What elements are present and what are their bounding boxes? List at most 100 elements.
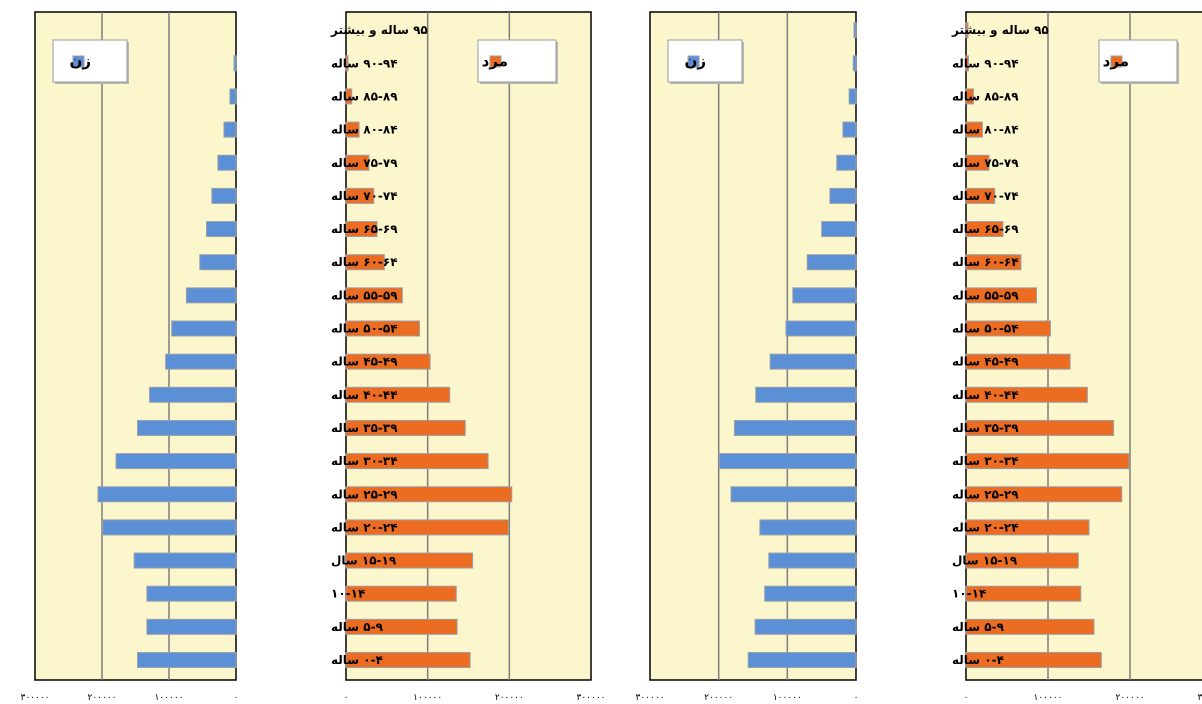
bar-female [165, 353, 237, 370]
age-group-label: ۸۰-۸۴ ساله [331, 123, 398, 137]
plot-area-female [649, 11, 857, 681]
bar-female [769, 353, 857, 370]
tick-label-female: ۲۰۰۰۰۰ [704, 693, 733, 703]
tick-label-male: ۰ [964, 693, 969, 703]
age-group-label: ۹۰-۹۴ ساله [331, 56, 398, 70]
bar-female [764, 585, 857, 602]
tick-label-female: ۰ [234, 693, 239, 703]
tick-label-female: ۳۰۰۰۰۰ [635, 693, 664, 703]
bar-female [848, 88, 857, 105]
age-group-label: ۲۵-۲۹ ساله [952, 487, 1019, 501]
bar-male [345, 652, 471, 668]
age-group-label: ۷۵-۷۹ ساله [331, 156, 398, 170]
bar-female [733, 419, 857, 436]
bar-female [852, 55, 857, 72]
bar-female [137, 419, 237, 436]
bar-female [759, 519, 857, 536]
legend-label-female: زن [70, 52, 91, 70]
bar-male [345, 486, 513, 503]
bar-male [965, 386, 1088, 403]
age-group-label: ۵۰-۵۴ ساله [952, 322, 1019, 336]
bar-female [185, 287, 237, 304]
bar-male [345, 320, 420, 337]
age-group-label: ۵۵-۵۹ ساله [952, 288, 1019, 302]
age-group-label: ۲۰-۲۴ ساله [952, 520, 1019, 534]
age-group-label: ۲۰-۲۴ ساله [331, 520, 398, 534]
age-group-label: ۷۵-۷۹ ساله [952, 156, 1019, 170]
bar-male [345, 419, 466, 436]
age-group-label: ۷۰-۷۴ ساله [331, 189, 398, 203]
age-group-label: ۲۵-۲۹ ساله [331, 487, 398, 501]
tick-label-male: ۱۰۰۰۰۰ [1033, 693, 1062, 703]
bar-female [747, 652, 857, 668]
age-group-label: ۴۵-۴۹ ساله [952, 355, 1019, 369]
bar-female [754, 618, 857, 635]
bar-female [223, 121, 237, 138]
bar-male [965, 652, 1102, 668]
tick-label-male: ۳۰۰۰۰۰ [1197, 693, 1202, 703]
bar-female [97, 486, 237, 503]
legend-swatch-male [1110, 55, 1123, 68]
bar-female [785, 320, 857, 337]
bar-male [965, 55, 969, 72]
bar-male [345, 585, 457, 602]
legend-label-male: مرد [1103, 52, 1129, 70]
bar-male [965, 419, 1115, 436]
age-group-label: ۵۰-۵۴ ساله [331, 322, 398, 336]
pyramid-chart-2: ۰-۴ ساله ۵-۹ ساله ۱۰-۱۴ ۱۵-۱۹ سال ۲۰-۲۴ ساله… [635, 11, 1202, 703]
age-group-label: ۳۰-۳۴ ساله [952, 454, 1019, 468]
bar-male [965, 154, 990, 171]
age-group-label: ۴۰-۴۴ ساله [331, 388, 398, 402]
legend-label-female: زن [685, 52, 706, 70]
bar-female [217, 154, 237, 171]
bar-male [965, 88, 974, 105]
legend-swatch-female [687, 55, 700, 68]
bar-female [115, 453, 237, 470]
bar-male [345, 618, 458, 635]
age-group-label: ۹۵ ساله و بیشتر [951, 23, 1049, 38]
bar-female [146, 618, 237, 635]
tick-label-male: ۲۰۰۰۰۰ [495, 693, 524, 703]
bar-female [229, 88, 237, 105]
age-group-label: ۵۵-۵۹ ساله [331, 288, 398, 302]
tick-label-male: ۰ [344, 693, 349, 703]
bar-female [211, 187, 237, 204]
tick-label-female: ۰ [854, 693, 859, 703]
bar-male [965, 287, 1038, 304]
tick-label-female: ۱۰۰۰۰۰ [773, 693, 802, 703]
bar-female [842, 121, 857, 138]
bar-male [345, 187, 375, 204]
age-group-label: ۵-۹ ساله [952, 620, 1005, 634]
age-group-label: ۹۵ ساله و بیشتر [330, 23, 428, 38]
bar-male [345, 55, 349, 72]
bar-female [133, 552, 237, 569]
bar-male [345, 353, 431, 370]
age-group-label: ۶۵-۶۹ ساله [952, 222, 1019, 236]
bar-female [730, 486, 857, 503]
legend-female [667, 39, 743, 83]
bar-male [965, 519, 1090, 536]
bar-female [718, 453, 857, 470]
bar-female [821, 221, 857, 238]
bar-male [965, 353, 1071, 370]
age-group-label: ۰-۴ ساله [331, 653, 383, 667]
age-group-label: ۱۵-۱۹ سال [331, 554, 397, 568]
bar-male [345, 121, 360, 138]
age-group-label: ۸۵-۸۹ ساله [331, 89, 398, 103]
bar-male [345, 287, 403, 304]
bar-female [102, 519, 237, 536]
bar-female [792, 287, 857, 304]
bar-male [345, 221, 378, 238]
bar-male [345, 552, 474, 569]
bar-female [206, 221, 237, 238]
tick-label-male: ۳۰۰۰۰۰ [576, 693, 605, 703]
legend-female [52, 39, 128, 83]
bar-male [965, 618, 1095, 635]
bar-male [965, 552, 1079, 569]
age-group-label: ۳۵-۳۹ ساله [331, 421, 398, 435]
age-group-label: ۳۵-۳۹ ساله [952, 421, 1019, 435]
bar-male [965, 453, 1130, 470]
age-group-label: ۱۵-۱۹ سال [952, 554, 1018, 568]
bar-female [755, 386, 857, 403]
bar-male [965, 585, 1082, 602]
